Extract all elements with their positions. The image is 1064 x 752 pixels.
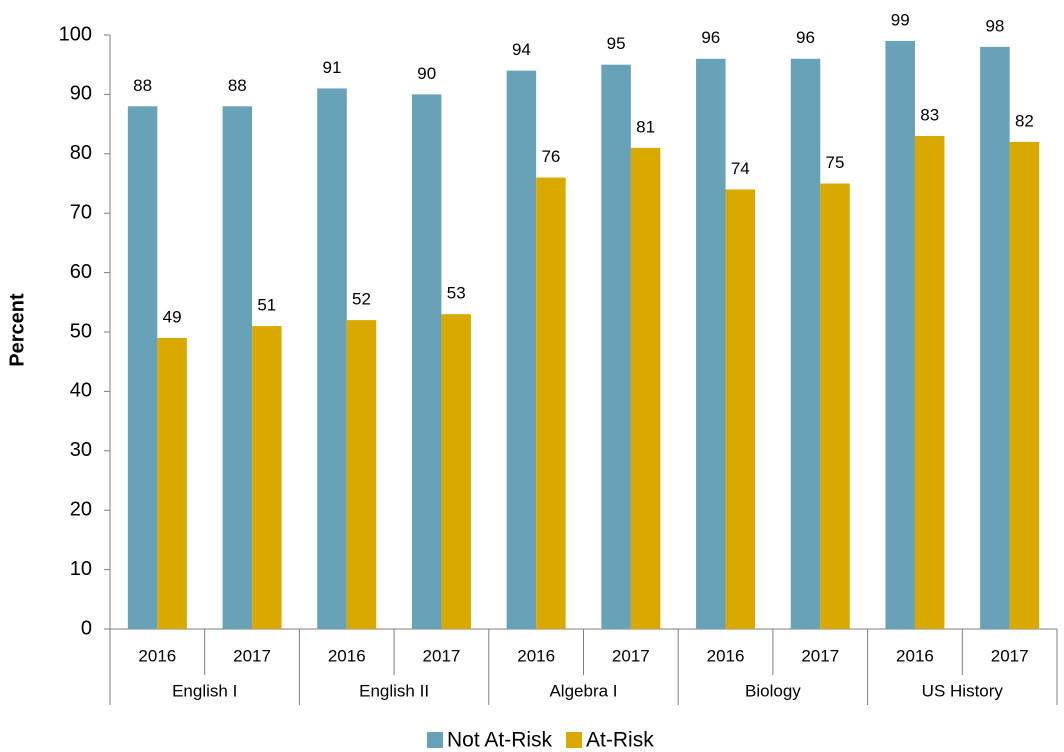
x-tick-label: 2016	[328, 646, 366, 665]
bar	[536, 177, 566, 629]
bar	[725, 189, 756, 629]
x-tick-label: 2016	[517, 646, 555, 665]
y-tick-label: 100	[59, 23, 92, 45]
data-label: 75	[826, 153, 845, 172]
bar	[346, 320, 377, 629]
data-label: 76	[541, 147, 560, 166]
y-axis-label: Percent	[6, 293, 28, 367]
x-tick-label: 2016	[896, 646, 934, 665]
legend-label: At-Risk	[586, 729, 654, 752]
data-label: 98	[985, 16, 1004, 35]
x-tick-label: 2017	[423, 646, 461, 665]
data-label: 81	[636, 117, 655, 136]
y-tick-label: 70	[70, 201, 92, 223]
y-tick-label: 10	[70, 558, 92, 580]
x-tick-label: 2016	[138, 646, 176, 665]
data-label: 53	[447, 284, 466, 303]
data-label: 94	[512, 40, 531, 59]
data-label: 91	[323, 58, 342, 77]
y-tick-label: 80	[70, 142, 92, 164]
bar	[980, 46, 1010, 629]
data-label: 96	[796, 28, 815, 47]
bar	[222, 106, 253, 629]
bar	[601, 64, 631, 629]
data-label: 95	[607, 34, 626, 53]
group-label: Biology	[745, 681, 801, 700]
data-label: 90	[417, 64, 436, 83]
bar	[317, 88, 347, 629]
bar	[506, 70, 537, 629]
legend-swatch	[427, 732, 443, 748]
bar	[411, 94, 442, 629]
legend-swatch	[566, 732, 583, 748]
bar	[127, 106, 158, 629]
data-label: 51	[257, 296, 276, 315]
y-tick-label: 60	[70, 261, 92, 283]
x-tick-label: 2017	[233, 646, 271, 665]
x-tick-label: 2017	[801, 646, 839, 665]
data-label: 88	[133, 76, 152, 95]
data-label: 52	[352, 290, 371, 309]
data-label: 74	[731, 159, 750, 178]
bar	[885, 40, 915, 629]
bar	[1009, 141, 1040, 630]
x-tick-label: 2016	[707, 646, 745, 665]
bar	[790, 58, 821, 629]
data-label: 96	[701, 28, 720, 47]
data-label: 88	[228, 76, 247, 95]
group-label: Algebra I	[549, 681, 617, 700]
group-label: US History	[922, 681, 1004, 700]
bar	[441, 314, 471, 629]
y-tick-label: 0	[81, 617, 92, 639]
bar	[630, 147, 661, 630]
y-tick-label: 50	[70, 320, 92, 342]
data-label: 49	[163, 307, 182, 326]
x-tick-label: 2017	[991, 646, 1029, 665]
data-label: 83	[920, 105, 939, 124]
y-tick-label: 90	[70, 83, 92, 105]
bar	[157, 337, 187, 629]
y-tick-label: 20	[70, 498, 92, 520]
legend-label: Not At-Risk	[447, 729, 553, 752]
y-tick-label: 40	[70, 380, 92, 402]
bar	[820, 183, 850, 629]
y-tick-label: 30	[70, 439, 92, 461]
bar	[252, 326, 282, 629]
group-label: English I	[172, 681, 237, 700]
data-label: 82	[1015, 111, 1034, 130]
bar	[696, 58, 726, 629]
x-tick-label: 2017	[612, 646, 650, 665]
data-label: 99	[891, 10, 910, 29]
group-label: English II	[359, 681, 429, 700]
bar	[914, 135, 945, 630]
